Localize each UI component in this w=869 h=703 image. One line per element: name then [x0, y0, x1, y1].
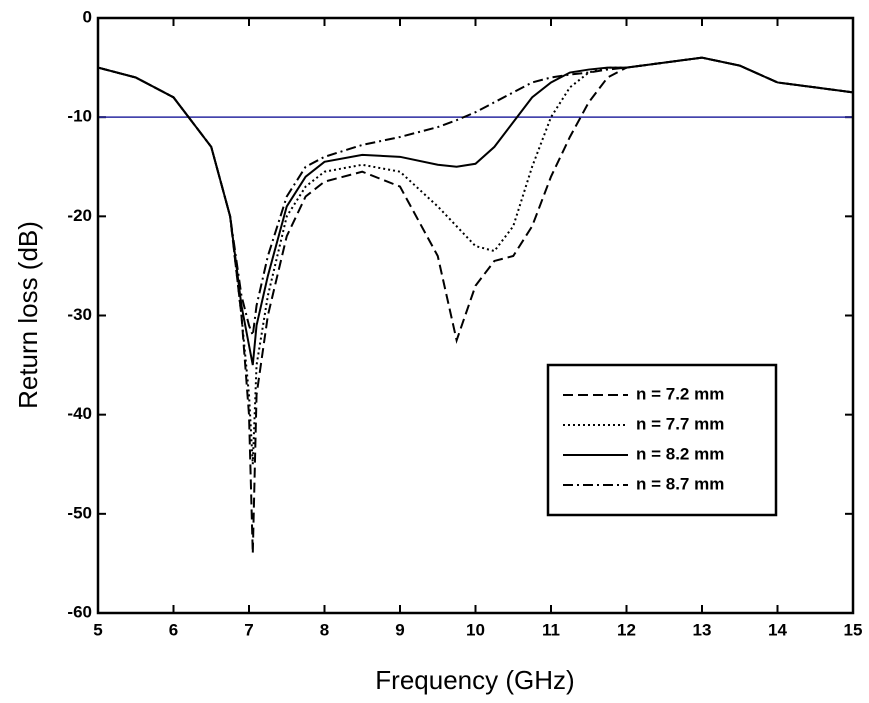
y-tick-label: 0 — [83, 7, 92, 26]
x-tick-label: 10 — [466, 620, 485, 639]
series-line — [97, 56, 854, 336]
x-tick-label: 14 — [768, 620, 787, 639]
x-tick-label: 9 — [395, 620, 404, 639]
y-tick-label: -30 — [67, 305, 92, 324]
y-tick-label: -20 — [67, 206, 92, 225]
x-tick-label: 11 — [542, 620, 560, 639]
legend-label: n = 7.2 mm — [636, 384, 724, 403]
plot-frame — [96, 16, 855, 615]
legend-label: n = 7.7 mm — [636, 414, 724, 433]
y-tick-label: -10 — [67, 107, 92, 126]
series-line — [97, 56, 854, 366]
x-tick-label: 15 — [844, 620, 863, 639]
x-tick-label: 5 — [93, 620, 102, 639]
x-axis-label: Frequency (GHz) — [375, 665, 574, 695]
legend-label: n = 8.2 mm — [636, 444, 724, 463]
y-tick-label: -60 — [67, 602, 92, 621]
x-tick-label: 13 — [693, 620, 712, 639]
y-axis-label: Return loss (dB) — [13, 221, 43, 409]
x-tick-label: 12 — [617, 620, 636, 639]
y-tick-label: -40 — [67, 404, 92, 423]
legend-label: n = 8.7 mm — [636, 474, 724, 493]
x-tick-label: 7 — [244, 620, 253, 639]
legend-box — [546, 363, 778, 517]
x-tick-label: 8 — [320, 620, 329, 639]
y-tick-label: -50 — [67, 503, 92, 522]
x-tick-label: 6 — [169, 620, 178, 639]
